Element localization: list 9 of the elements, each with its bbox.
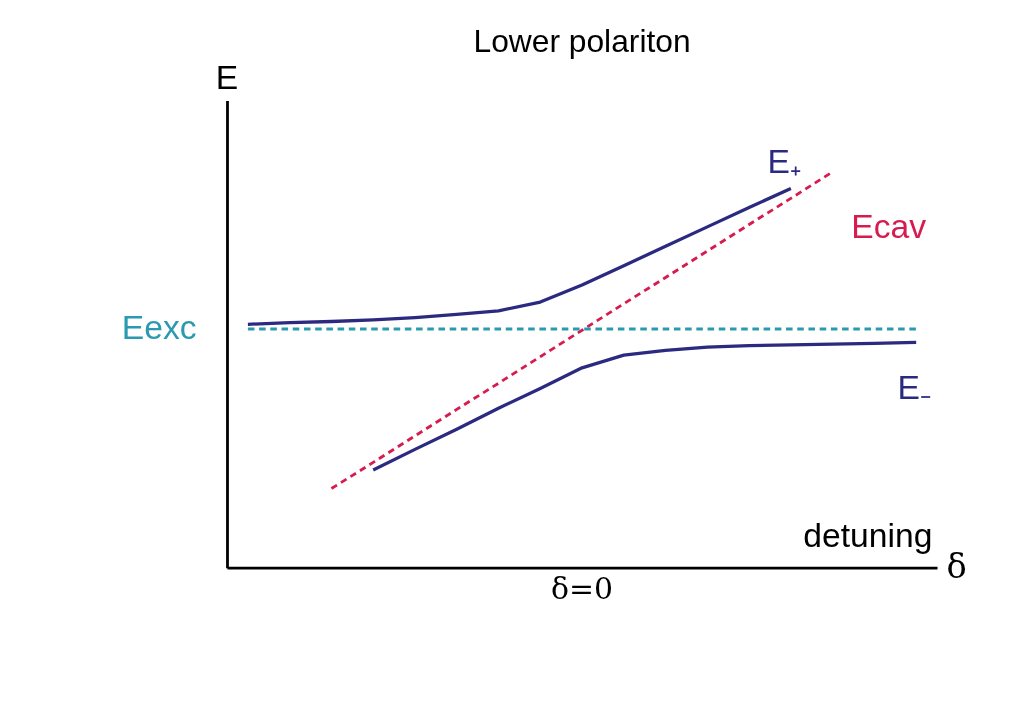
chart-title: Lower polariton (473, 23, 691, 60)
series-label: E₋ (897, 369, 931, 407)
y-axis-title: E (215, 59, 239, 97)
annotation: detuning (803, 517, 933, 555)
series-label: E₊ (767, 142, 801, 180)
x-axis-title: δ (946, 547, 967, 586)
series-label: Eexc (121, 309, 197, 347)
text: δ=0 (551, 570, 614, 606)
series-label: Ecav (851, 208, 927, 246)
